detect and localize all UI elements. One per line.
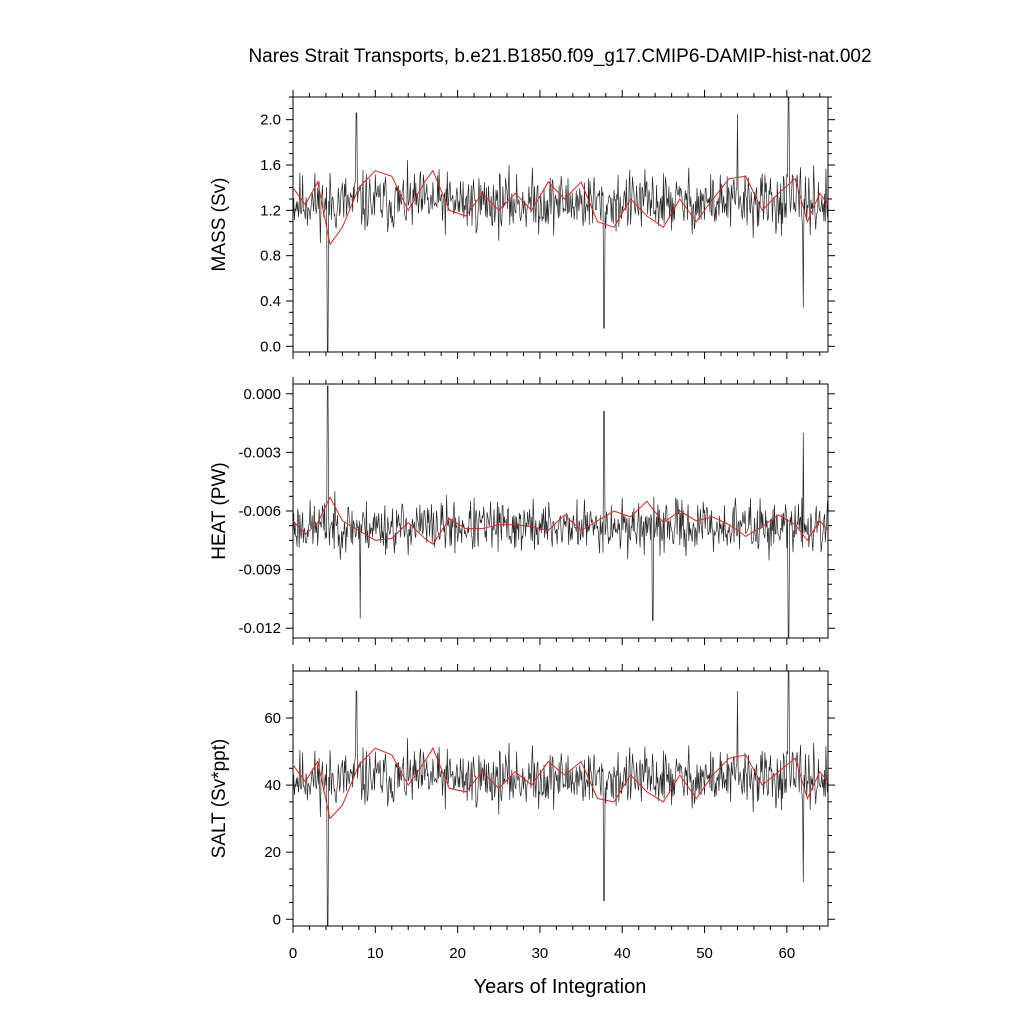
x-axis-label: Years of Integration — [473, 976, 647, 998]
panel-frame-1 — [292, 96, 829, 353]
y-tick-label: 20 — [264, 844, 281, 861]
y-tick-label: 2.0 — [260, 112, 281, 129]
y-tick-label: 1.6 — [260, 157, 281, 174]
panel-frame-3 — [292, 670, 829, 927]
y-tick-label: -0.012 — [238, 620, 281, 637]
y-tick-label: 40 — [264, 777, 281, 794]
running-mean-line — [292, 496, 829, 545]
y-axis-label: MASS (Sv) — [209, 178, 230, 272]
x-tick-label: 30 — [532, 945, 549, 962]
x-tick-label: 60 — [779, 945, 796, 962]
running-mean-line — [292, 747, 829, 820]
y-tick-label: 60 — [264, 710, 281, 727]
y-tick-label: 0.8 — [260, 248, 281, 265]
monthly-series-line — [292, 670, 829, 927]
y-tick-label: -0.009 — [238, 562, 281, 579]
x-tick-label: 10 — [367, 945, 384, 962]
y-tick-label: 0.4 — [260, 293, 281, 310]
y-tick-label: 0.0 — [260, 338, 281, 355]
monthly-series-line — [292, 96, 829, 353]
x-tick-label: 0 — [289, 945, 297, 962]
running-mean-line — [292, 169, 829, 246]
y-tick-label: 0.000 — [243, 386, 281, 403]
y-tick-label: -0.003 — [238, 444, 281, 461]
panel-frame-2 — [292, 383, 829, 639]
y-tick-label: 0 — [273, 911, 281, 928]
chart-title: Nares Strait Transports, b.e21.B1850.f09… — [248, 46, 872, 67]
monthly-series-line — [292, 385, 829, 639]
y-axis-label: HEAT (PW) — [209, 462, 230, 559]
y-axis-label: SALT (Sv*ppt) — [209, 739, 230, 859]
y-tick-label: -0.006 — [238, 503, 281, 520]
x-tick-label: 50 — [696, 945, 713, 962]
x-tick-label: 40 — [614, 945, 631, 962]
x-tick-label: 20 — [449, 945, 466, 962]
y-tick-label: 1.2 — [260, 202, 281, 219]
